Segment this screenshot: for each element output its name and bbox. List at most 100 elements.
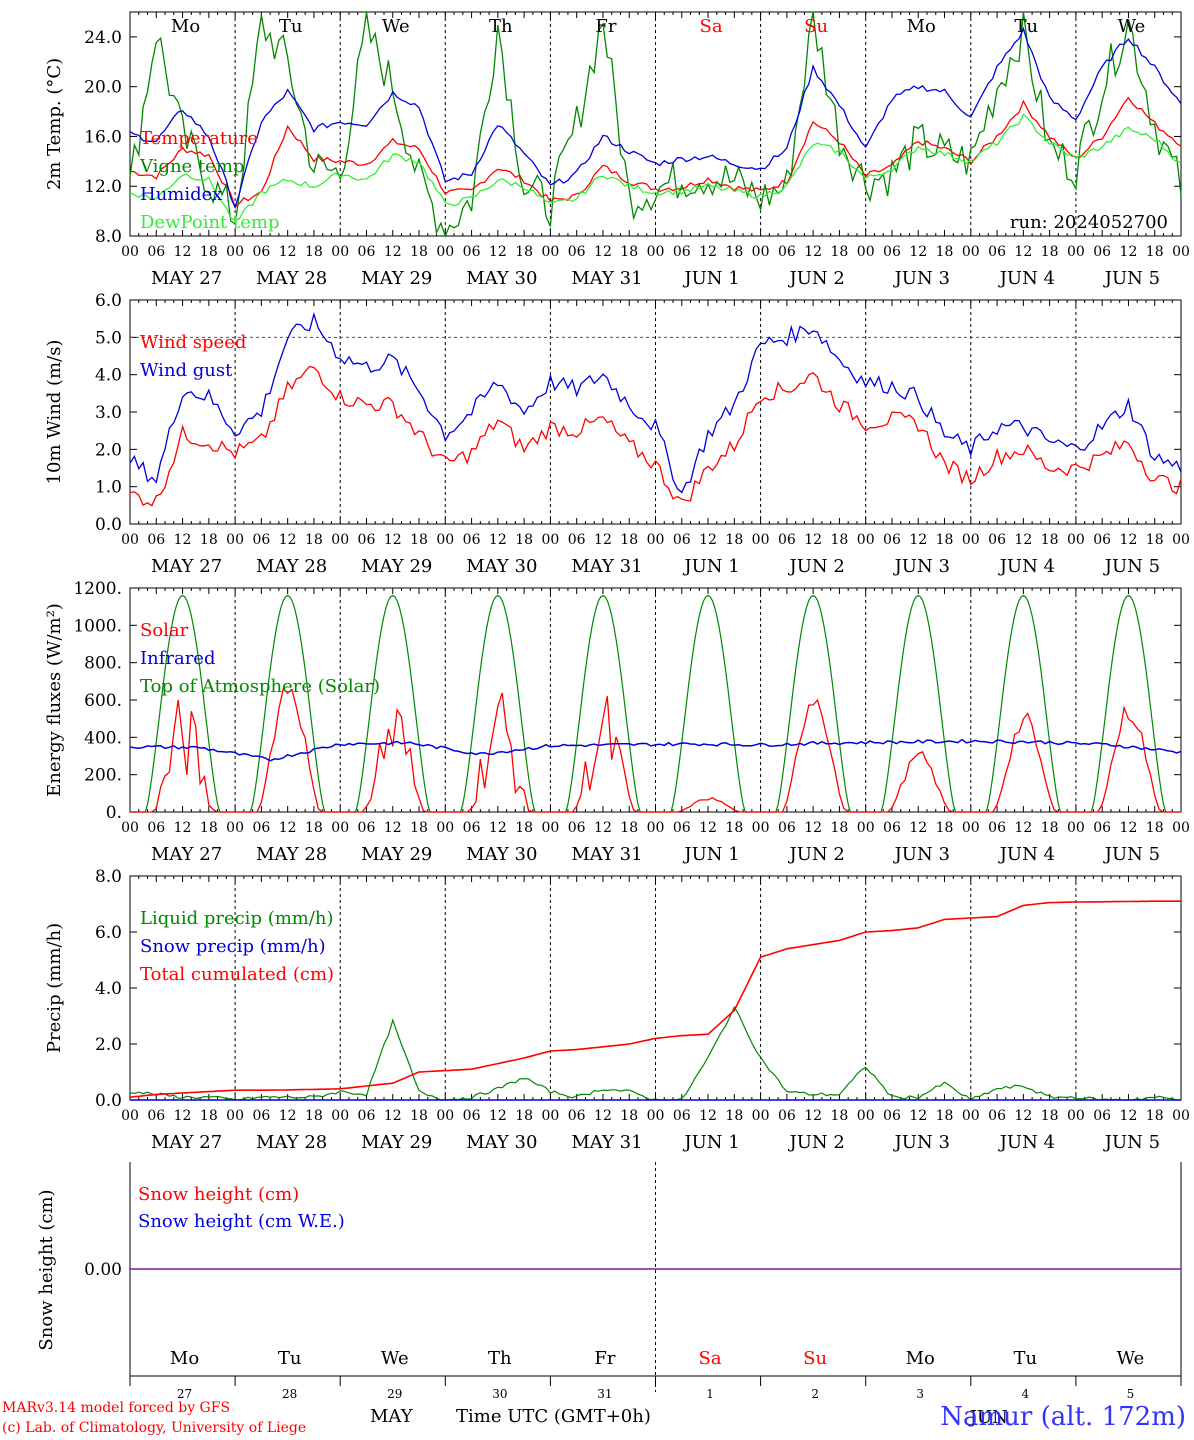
panel-1-hour-label: 00 [436,532,454,548]
panel-0-hour-label: 06 [147,244,165,260]
panel-1-date-label: MAY 31 [571,556,642,577]
weekday-label: Tu [1015,16,1039,37]
panel-3-hour-label: 18 [410,1108,428,1124]
legend-temperature: Temperature [140,128,258,149]
energy-line-solar [130,687,1181,813]
snow-panel-weekday-label: Fr [594,1348,615,1369]
panel-0-hour-label: 00 [962,244,980,260]
panel-2-hour-label: 18 [936,820,954,836]
panel-3-hour-label: 18 [515,1108,533,1124]
snow-panel-day-number: 27 [177,1387,192,1401]
weekday-label: Sa [700,16,723,37]
snow-panel-day-number: 1 [706,1387,714,1401]
panel-3-hour-label: 12 [804,1108,822,1124]
panel-1-hour-label: 06 [147,532,165,548]
panel-2-hour-label: 06 [358,820,376,836]
panel-1-hour-label: 12 [804,532,822,548]
panel-2-hour-label: 06 [883,820,901,836]
legend-snow-height-cm-: Snow height (cm) [138,1184,299,1205]
legend-top-of-atmosphere-solar-: Top of Atmosphere (Solar) [140,676,380,697]
panel-2-hour-label: 12 [1120,820,1138,836]
panel-1-date-label: JUN 1 [682,556,739,577]
panel-0-hour-label: 12 [699,244,717,260]
panel-3-hour-label: 18 [936,1108,954,1124]
snow-panel-y-tick-label: 0.00 [84,1260,122,1280]
panel-0-date-label: JUN 2 [787,268,844,289]
panel-3-hour-label: 12 [594,1108,612,1124]
panel-3-hour-label: 12 [909,1108,927,1124]
weekday-label: Mo [171,16,200,37]
panel-2-hour-label: 12 [279,820,297,836]
panel-0-hour-label: 06 [883,244,901,260]
panel-2-hour-label: 12 [594,820,612,836]
panel-1-hour-label: 18 [725,532,743,548]
panel-0-hour-label: 12 [804,244,822,260]
legend-snow-height-cm-w-e-: Snow height (cm W.E.) [138,1211,345,1232]
panel-0-hour-label: 00 [647,244,665,260]
panel-1-hour-label: 00 [331,532,349,548]
panel-0-hour-label: 12 [1120,244,1138,260]
weekday-label: Su [804,16,828,37]
legend-dewpoint-temp: DewPoint temp [140,212,280,233]
panel-0-hour-label: 06 [778,244,796,260]
panel-3-hour-label: 00 [1067,1108,1085,1124]
snow-panel-day-number: 29 [387,1387,402,1401]
weekday-label: Th [489,16,513,37]
panel-0-hour-label: 06 [463,244,481,260]
panel-3-hour-label: 06 [252,1108,270,1124]
panel-0-hour-label: 06 [673,244,691,260]
panel-2-hour-label: 00 [647,820,665,836]
panel-2-date-label: JUN 4 [998,844,1055,865]
panel-3-hour-label: 00 [752,1108,770,1124]
snow-panel-weekday-label: We [381,1348,409,1369]
snow-panel-weekday-label: We [1117,1348,1145,1369]
panel-1-hour-label: 18 [410,532,428,548]
panel-3-y-tick-label: 4.0 [95,979,122,999]
panel-3-hour-label: 12 [699,1108,717,1124]
temp-line-dewpoint-temp [129,113,1182,222]
panel-3-date-label: MAY 29 [361,1132,432,1153]
panel-3-hour-label: 12 [174,1108,192,1124]
panel-1-hour-label: 06 [252,532,270,548]
panel-3-hour-label: 18 [200,1108,218,1124]
temp-line-temperature [129,96,1182,209]
panel-2-y-tick-label: 800. [84,654,122,674]
panel-1-hour-label: 06 [1093,532,1111,548]
panel-2-hour-label: 06 [147,820,165,836]
panel-3-hour-label: 00 [1172,1108,1190,1124]
panel-2-date-label: JUN 2 [787,844,844,865]
panel-1-hour-label: 18 [515,532,533,548]
panel-1-hour-label: 12 [594,532,612,548]
panel-2-hour-label: 18 [200,820,218,836]
panel-1-hour-label: 12 [1120,532,1138,548]
panel-2-hour-label: 18 [305,820,323,836]
panel-3-date-label: JUN 2 [787,1132,844,1153]
panel-2-hour-label: 18 [515,820,533,836]
panel-1-hour-label: 06 [673,532,691,548]
panel-2-hour-label: 12 [489,820,507,836]
panel-3-hour-label: 00 [962,1108,980,1124]
panel-0-hour-label: 18 [1146,244,1164,260]
temp-line-vigne-temp [129,11,1182,238]
legend-total-cumulated-cm-: Total cumulated (cm) [140,964,334,985]
panel-2-hour-label: 18 [410,820,428,836]
panel-2-hour-label: 00 [331,820,349,836]
panel-1-hour-label: 06 [778,532,796,548]
panel-1-hour-label: 12 [174,532,192,548]
panel-1-date-label: JUN 2 [787,556,844,577]
panel-2-hour-label: 18 [620,820,638,836]
panel-2-hour-label: 06 [673,820,691,836]
panel-3-y-tick-label: 0.0 [95,1091,122,1111]
panel-0-hour-label: 00 [121,244,139,260]
panel-2-hour-label: 12 [699,820,717,836]
panel-2-date-label: JUN 1 [682,844,739,865]
panel-2-hour-label: 00 [1172,820,1190,836]
panel-3-hour-label: 06 [568,1108,586,1124]
snow-panel-y-axis-label: Snow height (cm) [36,1189,57,1350]
snow-panel-weekday-label: Th [488,1348,512,1369]
panel-0-hour-label: 00 [857,244,875,260]
snow-panel-day-number: 4 [1022,1387,1030,1401]
panel-0-hour-label: 06 [568,244,586,260]
panel-1-hour-label: 00 [226,532,244,548]
precip-line-total-cumulated [129,900,1181,1098]
